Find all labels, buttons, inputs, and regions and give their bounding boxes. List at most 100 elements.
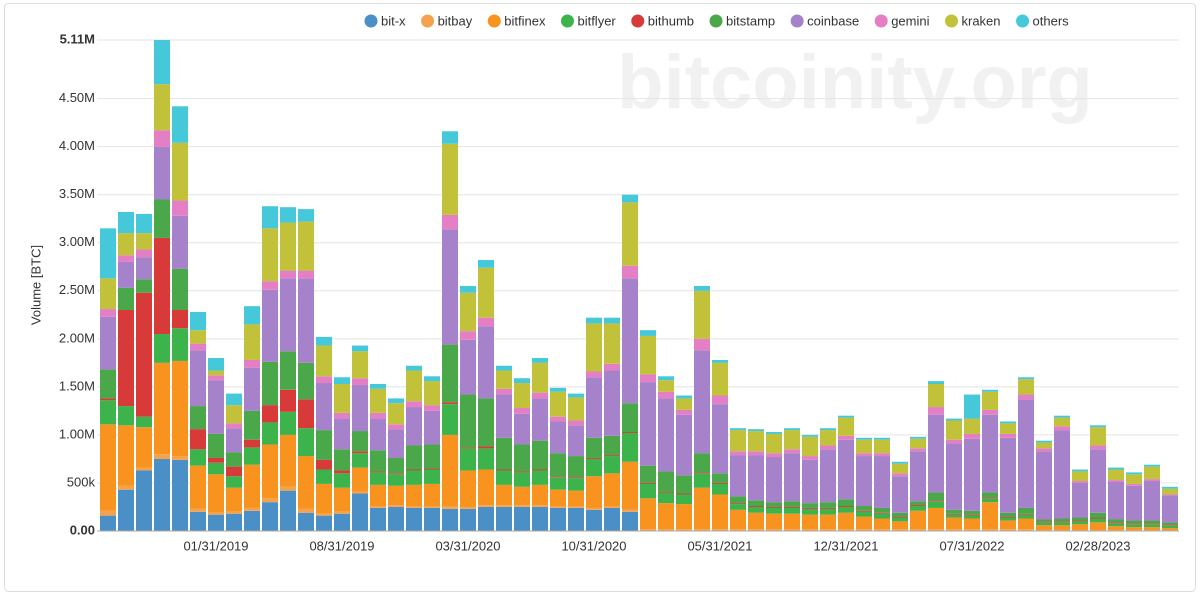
bar-segment xyxy=(316,515,332,531)
bar-segment xyxy=(838,512,854,530)
bar-segment xyxy=(874,453,890,457)
bar-segment xyxy=(712,362,728,396)
bar-segment xyxy=(262,422,278,445)
bar-segment xyxy=(316,383,332,431)
bar-segment xyxy=(496,394,512,438)
bar-segment xyxy=(280,222,296,271)
bar-segment xyxy=(676,475,692,494)
bar-segment xyxy=(424,405,440,411)
bar-segment xyxy=(226,476,242,488)
bar-segment xyxy=(1000,520,1016,530)
bar-segment xyxy=(856,511,872,517)
bar-segment xyxy=(334,383,350,413)
bar-segment xyxy=(154,237,170,335)
bar-segment xyxy=(172,360,188,457)
bar-segment xyxy=(424,468,440,470)
bar-segment xyxy=(298,399,314,429)
bar-segment xyxy=(298,512,314,531)
bar-segment xyxy=(820,514,836,530)
legend-item: gemini xyxy=(874,13,930,28)
bar-segment xyxy=(298,278,314,363)
bar-segment xyxy=(532,470,548,485)
bar-segment xyxy=(100,515,116,531)
bar-segment xyxy=(1054,522,1070,526)
x-tick-label: 07/31/2022 xyxy=(939,538,1004,553)
bar-segment xyxy=(334,412,350,419)
bar-segment xyxy=(586,458,602,477)
bar-segment xyxy=(838,439,854,500)
bar-segment xyxy=(766,433,782,454)
bar-segment xyxy=(370,418,386,451)
bar-segment xyxy=(658,491,674,493)
bar-segment xyxy=(568,393,584,398)
bar-segment xyxy=(388,473,404,475)
bar-segment xyxy=(1162,528,1178,531)
bar-segment xyxy=(910,438,926,449)
bar-segment xyxy=(910,505,926,507)
bar-segment xyxy=(370,472,386,485)
bar-segment xyxy=(406,407,422,446)
bar-segment xyxy=(1108,481,1124,520)
bar-segment xyxy=(478,505,494,507)
bar-segment xyxy=(676,529,692,531)
bar-segment xyxy=(1090,425,1106,428)
bar-segment xyxy=(316,345,332,377)
bar-segment xyxy=(622,194,638,203)
bar-segment xyxy=(406,470,422,485)
bar-segment xyxy=(820,529,836,531)
legend-label: bit-x xyxy=(381,13,406,28)
bar-segment xyxy=(1054,426,1070,431)
bar-segment xyxy=(406,365,422,371)
bar-segment xyxy=(712,404,728,474)
bar-segment xyxy=(154,199,170,238)
bar-segment xyxy=(928,383,944,408)
bar-segment xyxy=(478,448,494,470)
bar-segment xyxy=(694,453,710,473)
bar-segment xyxy=(208,474,224,513)
bar-segment xyxy=(172,215,188,269)
legend-swatch xyxy=(631,14,645,28)
bar-segment xyxy=(190,311,206,331)
bar-segment xyxy=(388,429,404,458)
bar-segment xyxy=(856,506,872,511)
bar-segment xyxy=(262,289,278,362)
bar-segment xyxy=(928,529,944,531)
bar-segment xyxy=(1018,514,1034,519)
bar-segment xyxy=(1000,433,1016,438)
bar-segment xyxy=(838,415,854,418)
bar-segment xyxy=(694,338,710,351)
bar-segment xyxy=(388,424,404,430)
bar-segment xyxy=(568,506,584,508)
legend-label: bitbay xyxy=(438,13,473,28)
bar-segment xyxy=(604,455,620,457)
bar-segment xyxy=(262,502,278,531)
bar-segment xyxy=(1126,472,1142,475)
bar-segment xyxy=(406,401,422,408)
legend-label: bitfinex xyxy=(504,13,546,28)
bar-segment xyxy=(550,489,566,507)
bar-segment xyxy=(820,428,836,431)
bar-segment xyxy=(712,359,728,363)
legend-item: bitstamp xyxy=(709,13,775,28)
bar-segment xyxy=(226,393,242,406)
bar-segment xyxy=(424,444,440,469)
bar-segment xyxy=(1036,442,1052,449)
bar-segment xyxy=(766,457,782,503)
bar-segment xyxy=(748,455,764,501)
bar-segment xyxy=(712,482,728,484)
bar-segment xyxy=(622,432,638,462)
bar-segment xyxy=(946,439,962,444)
bar-segment xyxy=(334,473,350,488)
bar-segment xyxy=(514,378,530,384)
bar-segment xyxy=(802,459,818,504)
x-tick-label: 12/31/2021 xyxy=(813,538,878,553)
bar-segment xyxy=(244,367,260,411)
bar-segment xyxy=(874,513,890,519)
bar-segment xyxy=(640,382,656,466)
bar-segment xyxy=(1162,486,1178,489)
bar-segment xyxy=(982,498,998,503)
bar-segment xyxy=(550,476,566,478)
bar-segment xyxy=(370,506,386,508)
bar-segment xyxy=(316,430,332,460)
bar-segment xyxy=(1144,523,1160,525)
